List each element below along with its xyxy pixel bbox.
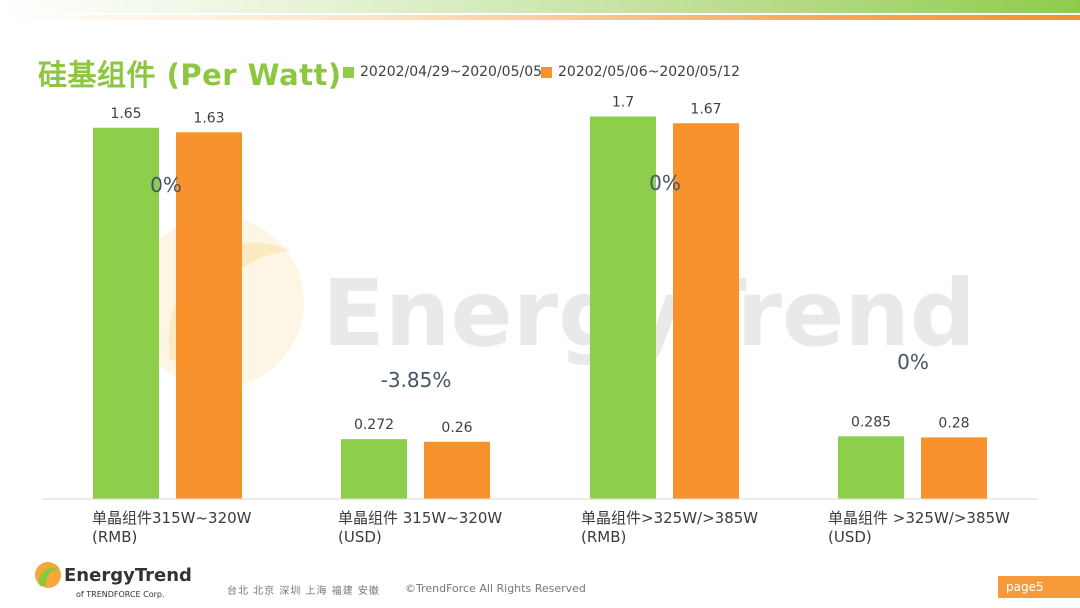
bar-value-label: 0.26	[441, 420, 472, 436]
footer-logo-subtitle: of TRENDFORCE Corp.	[76, 590, 165, 599]
legend-label: 20202/05/06~2020/05/12	[558, 64, 741, 80]
bar-3-series-1	[590, 116, 656, 499]
category-label-4: 单晶组件 >325W/>385W (USD)	[828, 509, 1010, 546]
category-label-3: 单晶组件>325W/>385W (RMB)	[581, 509, 759, 546]
legend-swatch-orange	[541, 66, 552, 78]
energytrend-logo-icon	[35, 562, 61, 588]
page-number-badge: page5	[998, 576, 1080, 598]
watermark: EnergyTrend	[132, 216, 976, 388]
legend-swatch-green	[343, 66, 354, 78]
bar-4-series-1	[838, 436, 904, 499]
bar-value-label: 1.67	[690, 101, 721, 117]
bar-value-label: 1.7	[612, 95, 634, 111]
footer-logo-text: EnergyTrend	[64, 565, 192, 586]
change-percent-label: 0%	[897, 350, 929, 374]
bar-3-series-2	[673, 123, 739, 499]
change-percent-label: 0%	[150, 173, 182, 197]
bar-value-label: 0.285	[851, 414, 891, 430]
legend-item-series-1: 20202/04/29~2020/05/05	[343, 62, 542, 82]
top-green-band	[0, 0, 1080, 13]
bar-value-label: 0.272	[354, 417, 394, 433]
bar-value-label: 1.63	[193, 110, 224, 126]
bar-1-series-2	[176, 132, 242, 499]
footer-cities: 台北 北京 深圳 上海 福建 安徽	[227, 586, 380, 597]
category-label-1: 单晶组件315W~320W (RMB)	[92, 509, 252, 546]
bar-2-series-2	[424, 441, 490, 499]
category-label-2: 单晶组件 315W~320W (USD)	[338, 509, 503, 546]
bar-4-series-2	[921, 437, 987, 499]
page-title: 硅基组件 (Per Watt)	[38, 58, 342, 92]
bar-2-series-1	[341, 439, 407, 499]
bar-value-label: 0.28	[938, 415, 969, 431]
change-percent-label: -3.85%	[381, 368, 452, 392]
change-percent-label: 0%	[649, 171, 681, 195]
footer-copyright: ©TrendForce All Rights Reserved	[405, 582, 586, 595]
legend-item-series-2: 20202/05/06~2020/05/12	[541, 62, 740, 82]
bar-1-series-1	[93, 127, 159, 499]
bar-value-label: 1.65	[110, 106, 141, 122]
legend-label: 20202/04/29~2020/05/05	[360, 64, 543, 80]
top-orange-band	[0, 15, 1080, 20]
